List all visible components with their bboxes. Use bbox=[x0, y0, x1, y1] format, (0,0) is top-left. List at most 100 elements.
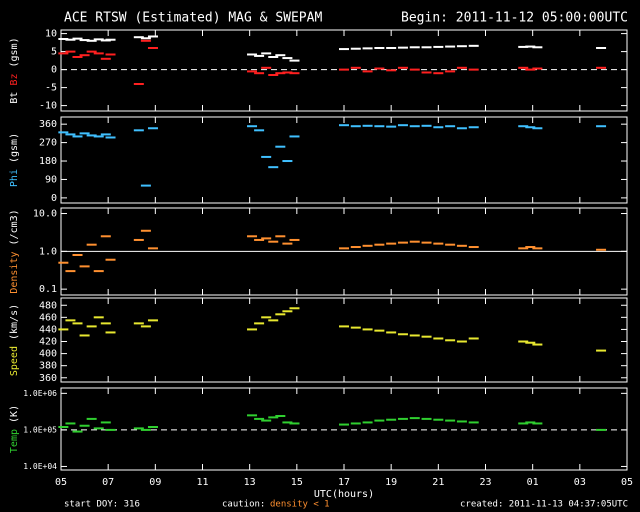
data-point bbox=[362, 47, 373, 50]
data-point bbox=[362, 328, 373, 331]
data-point bbox=[254, 72, 265, 75]
data-point bbox=[254, 417, 265, 420]
y-tick-label: -5 bbox=[45, 83, 57, 94]
data-point bbox=[86, 134, 97, 137]
y-axis-label: Density (/cm3) bbox=[9, 209, 20, 293]
data-point bbox=[518, 340, 529, 343]
data-point bbox=[58, 261, 69, 264]
data-point bbox=[386, 331, 397, 334]
data-point bbox=[58, 38, 69, 40]
data-point bbox=[275, 313, 286, 316]
y-tick-label: 440 bbox=[39, 324, 57, 335]
y-tick-label: 10 bbox=[45, 29, 57, 40]
data-point bbox=[445, 339, 456, 342]
data-point bbox=[339, 48, 349, 51]
data-point bbox=[100, 421, 111, 424]
data-point bbox=[518, 45, 529, 48]
data-point bbox=[58, 426, 69, 429]
y-tick-label: 1.0 bbox=[39, 246, 57, 257]
data-point bbox=[275, 72, 286, 75]
data-point bbox=[86, 243, 97, 246]
y-tick-label: 360 bbox=[39, 119, 57, 130]
x-tick-label: 03 bbox=[574, 477, 586, 488]
data-point bbox=[133, 238, 144, 241]
y-tick-label: 5 bbox=[51, 47, 57, 58]
data-point bbox=[386, 125, 397, 128]
data-point bbox=[268, 319, 279, 322]
data-point bbox=[147, 319, 158, 322]
x-axis-label: UTC(hours) bbox=[314, 489, 374, 500]
data-point bbox=[421, 417, 432, 420]
y-tick-label: 0.1 bbox=[39, 284, 57, 295]
data-point bbox=[518, 125, 529, 128]
caution: caution: bbox=[222, 500, 265, 510]
data-point bbox=[456, 420, 467, 423]
data-point bbox=[282, 57, 293, 60]
data-point bbox=[409, 240, 420, 243]
data-point bbox=[261, 66, 272, 69]
data-point bbox=[350, 422, 361, 425]
data-point bbox=[247, 414, 258, 417]
data-point bbox=[282, 310, 293, 313]
y-tick-label: -10 bbox=[39, 101, 57, 112]
y-axis-unit: (K) bbox=[9, 405, 20, 423]
y-tick-label: 400 bbox=[39, 349, 57, 360]
legend-entry: Bt bbox=[9, 92, 20, 104]
data-point bbox=[133, 129, 144, 132]
data-point bbox=[93, 38, 104, 41]
data-point bbox=[93, 52, 104, 55]
data-point bbox=[79, 132, 90, 135]
begin: Begin: 2011-11-12 05:00:00UTC bbox=[401, 11, 628, 26]
data-point bbox=[65, 270, 76, 273]
data-point bbox=[468, 44, 479, 47]
data-point bbox=[147, 35, 158, 38]
data-point bbox=[386, 47, 397, 49]
data-point bbox=[58, 328, 69, 331]
data-point bbox=[247, 235, 258, 238]
x-tick-label: 21 bbox=[432, 477, 444, 488]
data-point bbox=[409, 46, 420, 49]
data-point bbox=[147, 247, 158, 250]
y-tick-label: 10.0 bbox=[33, 209, 57, 220]
data-point bbox=[268, 416, 279, 419]
data-point bbox=[433, 418, 444, 421]
data-point bbox=[421, 71, 432, 74]
data-point bbox=[105, 331, 116, 334]
data-point bbox=[339, 325, 349, 328]
data-point bbox=[397, 46, 408, 49]
data-point bbox=[93, 135, 104, 138]
data-point bbox=[362, 124, 373, 127]
data-point bbox=[79, 54, 90, 57]
data-point bbox=[140, 325, 151, 328]
data-point bbox=[397, 66, 408, 69]
title: ACE RTSW (Estimated) MAG & SWEPAM bbox=[64, 11, 322, 26]
x-tick-label: 23 bbox=[479, 477, 491, 488]
data-point bbox=[140, 428, 151, 431]
data-point bbox=[289, 72, 300, 75]
data-point bbox=[525, 246, 536, 249]
data-point bbox=[409, 68, 420, 71]
data-point bbox=[58, 131, 69, 134]
data-point bbox=[456, 45, 467, 48]
data-point bbox=[525, 421, 536, 424]
y-tick-label: 360 bbox=[39, 373, 57, 384]
data-point bbox=[105, 136, 116, 139]
y-tick-label: 0 bbox=[51, 193, 57, 204]
data-point bbox=[79, 334, 90, 337]
data-point bbox=[100, 133, 111, 136]
data-point bbox=[133, 427, 144, 430]
data-point bbox=[386, 418, 397, 421]
data-point bbox=[147, 127, 158, 130]
data-point bbox=[72, 135, 83, 138]
data-point bbox=[65, 50, 76, 53]
data-point bbox=[445, 243, 456, 246]
data-point bbox=[397, 241, 408, 244]
data-point bbox=[105, 258, 116, 261]
data-point bbox=[261, 419, 272, 422]
data-point bbox=[86, 50, 97, 53]
data-point bbox=[468, 68, 479, 71]
data-point bbox=[397, 333, 408, 336]
y-tick-label: 1.0E+04 bbox=[23, 462, 57, 471]
data-point bbox=[596, 349, 607, 352]
